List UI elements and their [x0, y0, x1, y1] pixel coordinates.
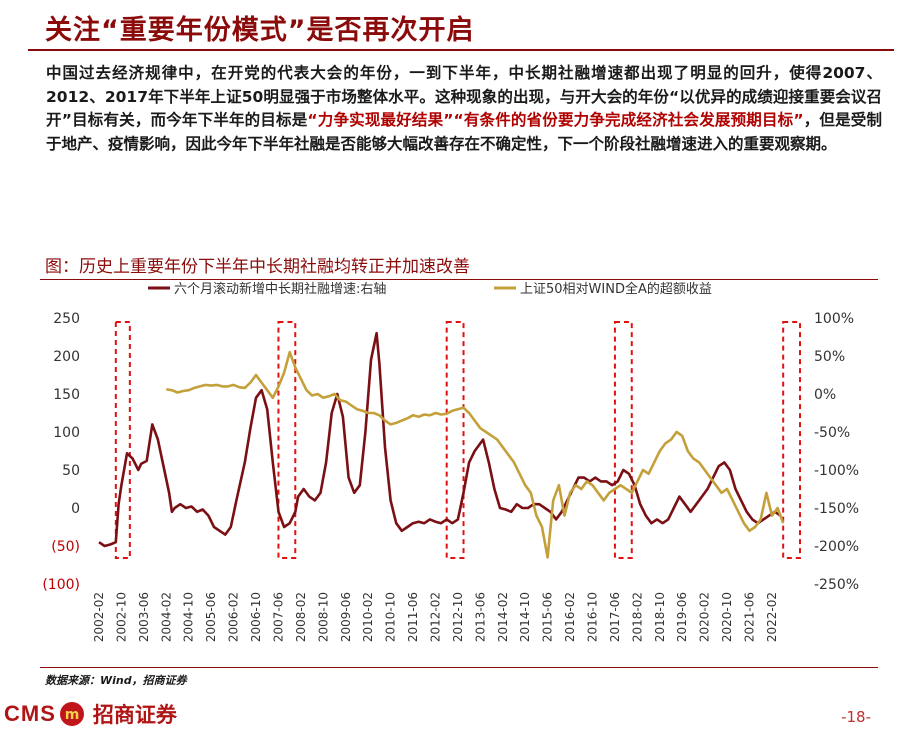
- y-left-tick-label: 100: [53, 425, 80, 441]
- y-left-tick-label: (100): [42, 577, 80, 593]
- x-tick-label: 2018-10: [653, 592, 667, 642]
- x-tick-label: 2020-02: [698, 592, 712, 642]
- x-tick-label: 2014-10: [518, 592, 532, 642]
- y-right-tick-label: 100%: [814, 311, 854, 327]
- y-left-tick-label: (50): [51, 539, 80, 555]
- highlight-period-box: [445, 321, 465, 559]
- legend-label-series2: 上证50相对WIND全A的超额收益: [520, 281, 712, 297]
- y-left-tick-label: 200: [53, 349, 80, 365]
- y-right-tick-label: -250%: [814, 577, 859, 593]
- x-tick-label: 2016-10: [586, 592, 600, 642]
- logo-cms-text: CMS: [4, 701, 56, 726]
- x-tick-label: 2015-06: [541, 592, 555, 642]
- x-tick-label: 2006-10: [249, 592, 263, 642]
- highlight-period-box: [277, 321, 297, 559]
- x-tick-label: 2011-06: [406, 592, 420, 642]
- series-line-2: [166, 350, 785, 559]
- logo-badge-icon: m: [59, 702, 84, 726]
- y-left-tick-label: 0: [71, 501, 80, 517]
- y-left-tick-label: 150: [53, 387, 80, 403]
- figure-title: 图：历史上重要年份下半年中长期社融均转正并加速改善: [45, 257, 470, 277]
- company-logo: CMS m 招商证券: [4, 699, 177, 729]
- body-paragraph-part-b: ，但是受制于地产、疫情影响，因此今年下半年社融是否能够大幅改善存在不确定性，下一…: [46, 111, 882, 153]
- y-left-tick-label: 50: [62, 463, 80, 479]
- x-tick-label: 2012-10: [451, 592, 465, 642]
- x-tick-label: 2020-10: [720, 592, 734, 642]
- x-tick-label: 2005-06: [204, 592, 218, 642]
- series-line-1: [98, 331, 782, 548]
- x-tick-label: 2012-02: [428, 592, 442, 642]
- x-tick-label: 2006-02: [227, 592, 241, 642]
- highlight-boxes: [114, 321, 802, 559]
- x-tick-label: 2004-02: [159, 592, 173, 642]
- x-tick-label: 2009-06: [339, 592, 353, 642]
- y-right-tick-label: 50%: [814, 349, 845, 365]
- x-tick-label: 2010-10: [384, 592, 398, 642]
- highlight-period-box: [114, 321, 131, 559]
- x-axis: 2002-02 2002-10 2003-06 2004-02 2004-10 2005-…: [92, 592, 779, 642]
- logo-badge-letter: m: [65, 707, 80, 723]
- figure-bottom-divider: [40, 667, 878, 668]
- x-tick-label: 2002-02: [92, 592, 106, 642]
- title-divider: [28, 49, 894, 51]
- x-tick-label: 2021-06: [743, 592, 757, 642]
- company-name: 招商证券: [92, 703, 177, 727]
- x-tick-label: 2013-06: [473, 592, 487, 642]
- x-tick-label: 2008-10: [316, 592, 330, 642]
- y-right-tick-label: -50%: [814, 425, 850, 441]
- y-right-tick-label: -200%: [814, 539, 859, 555]
- y-right-tick-label: -150%: [814, 501, 859, 517]
- x-tick-label: 2014-02: [496, 592, 510, 642]
- x-tick-label: 2008-02: [294, 592, 308, 642]
- series-lines: [98, 331, 785, 559]
- page-number: -18-: [841, 708, 871, 726]
- x-tick-label: 2019-06: [675, 592, 689, 642]
- source-note: 数据来源：Wind，招商证券: [45, 674, 187, 687]
- x-tick-label: 2018-02: [630, 592, 644, 642]
- highlight-period-box: [613, 321, 633, 559]
- y-right-tick-label: 0%: [814, 387, 836, 403]
- figure-top-divider: [40, 279, 878, 280]
- chart-legend: 六个月滚动新增中长期社融增速:右轴 上证50相对WIND全A的超额收益: [148, 281, 712, 297]
- body-paragraph-highlight: “力争实现最好结果”“有条件的省份要力争完成经济社会发展预期目标”: [307, 111, 804, 129]
- x-tick-label: 2007-06: [271, 592, 285, 642]
- x-tick-label: 2016-02: [563, 592, 577, 642]
- y-axis-left: 250 200 150 100 50 0 (50) (100): [42, 311, 80, 593]
- body-paragraph-part-a: 中国过去经济规律中，在开党的代表大会的年份，一到下半年，中长期社融增速都出现了明…: [46, 64, 882, 129]
- x-tick-label: 2010-02: [361, 592, 375, 642]
- page-title: 关注“重要年份模式”是否再次开启: [45, 15, 475, 46]
- x-tick-label: 2002-10: [114, 592, 128, 642]
- x-tick-label: 2022-02: [765, 592, 779, 642]
- x-tick-label: 2004-10: [182, 592, 196, 642]
- x-tick-label: 2003-06: [137, 592, 151, 642]
- highlight-period-box: [782, 321, 802, 559]
- y-left-tick-label: 250: [53, 311, 80, 327]
- x-tick-label: 2017-06: [608, 592, 622, 642]
- legend-label-series1: 六个月滚动新增中长期社融增速:右轴: [174, 281, 386, 297]
- y-axis-right: 100% 50% 0% -50% -100% -150% -200% -250%: [814, 311, 859, 593]
- body-paragraph: 中国过去经济规律中，在开党的代表大会的年份，一到下半年，中长期社融增速都出现了明…: [46, 62, 882, 156]
- y-right-tick-label: -100%: [814, 463, 859, 479]
